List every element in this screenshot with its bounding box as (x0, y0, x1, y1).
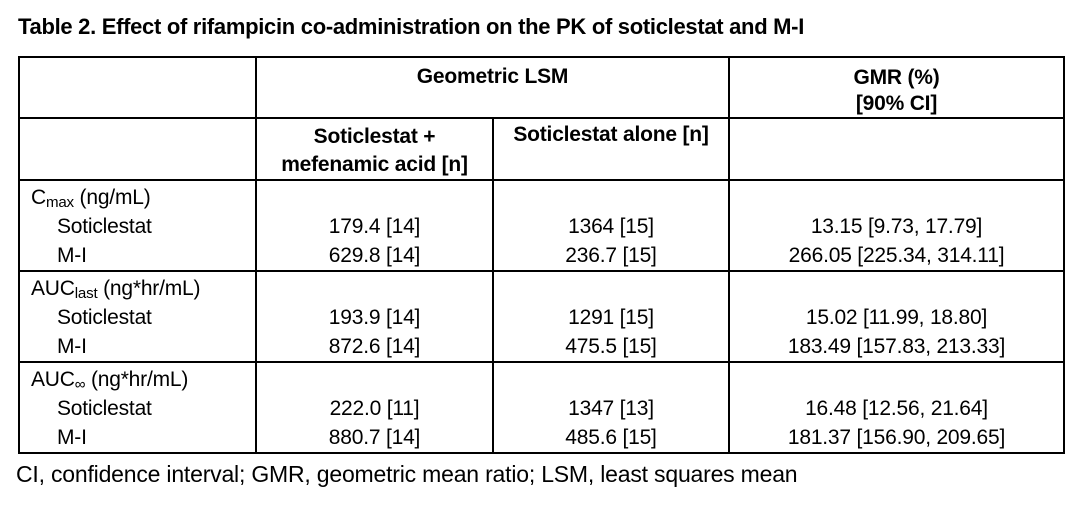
gmr-value-cell: 15.02 [11.99, 18.80] 183.49 [157.83, 213… (728, 270, 1065, 363)
alone-value: 1291 [15] (568, 306, 654, 329)
param-label-cell: AUClast (ng*hr/mL) Soticlestat M-I (18, 270, 257, 363)
alone-value: 1364 [15] (568, 215, 654, 238)
alone-value-cell: 1364 [15] 236.7 [15] (492, 179, 730, 272)
gmr-value: 181.37 [156.90, 209.65] (787, 426, 1006, 449)
analyte-label: M-I (57, 335, 87, 358)
header-treatment-alone: Soticlestat alone [n] (492, 117, 730, 181)
combo-value: 222.0 [11] (329, 397, 420, 420)
combo-value-cell: 179.4 [14] 629.8 [14] (255, 179, 494, 272)
header-blank-cell-2 (18, 117, 257, 181)
group-row-auclast: AUClast (ng*hr/mL) Soticlestat M-I 193.9… (18, 270, 1065, 363)
combo-value: 179.4 [14] (328, 215, 421, 238)
combo-value-cell: 222.0 [11] 880.7 [14] (255, 361, 494, 454)
group-row-cmax: Cmax (ng/mL) Soticlestat M-I 179.4 [14] … (18, 179, 1065, 272)
param-label-cell: AUC∞ (ng*hr/mL) Soticlestat M-I (18, 361, 257, 454)
alone-value: 475.5 [15] (565, 335, 657, 358)
table-caption: Table 2. Effect of rifampicin co-adminis… (18, 14, 805, 39)
page: Table 2. Effect of rifampicin co-adminis… (16, 14, 1065, 487)
header-treatment-combo-line2: mefenamic acid [n] (281, 153, 468, 176)
gmr-value: 266.05 [225.34, 314.11] (788, 244, 1005, 267)
alone-value: 485.6 [15] (565, 426, 657, 449)
combo-value: 872.6 [14] (328, 335, 421, 358)
header-gmr-line2: [90% CI] (855, 92, 938, 115)
gmr-value-cell: 13.15 [9.73, 17.79] 266.05 [225.34, 314.… (728, 179, 1065, 272)
alone-value-cell: 1291 [15] 475.5 [15] (492, 270, 730, 363)
param-unit: (ng/mL) (73, 186, 151, 209)
combo-value: 629.8 [14] (328, 244, 421, 267)
param-base: AUC (31, 277, 75, 300)
header-blank-cell (18, 56, 257, 119)
header-gmr: GMR (%) [90% CI] (728, 56, 1065, 119)
abbreviations-footnote: CI, confidence interval; GMR, geometric … (16, 461, 798, 487)
alone-value: 236.7 [15] (565, 244, 657, 267)
analyte-label: Soticlestat (57, 306, 152, 329)
header-row-1: Geometric LSM GMR (%) [90% CI] (18, 56, 1065, 119)
param-base: AUC (31, 368, 75, 391)
alone-value-cell: 1347 [13] 485.6 [15] (492, 361, 730, 454)
group-row-aucinf: AUC∞ (ng*hr/mL) Soticlestat M-I 222.0 [1… (18, 361, 1065, 454)
combo-value: 880.7 [14] (328, 426, 421, 449)
header-geometric-lsm: Geometric LSM (255, 56, 730, 119)
analyte-label: M-I (57, 244, 87, 267)
header-row-2: Soticlestat + mefenamic acid [n] Soticle… (18, 117, 1065, 181)
pk-table: Geometric LSM GMR (%) [90% CI] Soticlest… (18, 56, 1065, 454)
alone-value: 1347 [13] (568, 397, 654, 420)
param-subscript: max (45, 193, 74, 211)
header-gmr-blank-cell (728, 117, 1065, 181)
param-subscript: last (74, 284, 98, 302)
param-label: AUClast (ng*hr/mL) (20, 274, 255, 303)
param-base: C (31, 186, 46, 209)
param-label: Cmax (ng/mL) (20, 183, 255, 212)
param-unit: (ng*hr/mL) (97, 277, 201, 300)
param-label-cell: Cmax (ng/mL) Soticlestat M-I (18, 179, 257, 272)
gmr-value: 16.48 [12.56, 21.64] (805, 397, 988, 420)
combo-value: 193.9 [14] (328, 306, 421, 329)
param-label: AUC∞ (ng*hr/mL) (20, 365, 255, 394)
header-treatment-combo-line1: Soticlestat + (313, 125, 436, 148)
gmr-value: 13.15 [9.73, 17.79] (810, 215, 983, 238)
param-subscript: ∞ (74, 375, 86, 393)
analyte-label: M-I (57, 426, 87, 449)
combo-value-cell: 193.9 [14] 872.6 [14] (255, 270, 494, 363)
param-unit: (ng*hr/mL) (85, 368, 189, 391)
gmr-value: 183.49 [157.83, 213.33] (787, 335, 1006, 358)
analyte-label: Soticlestat (57, 215, 152, 238)
gmr-value: 15.02 [11.99, 18.80] (805, 306, 988, 329)
gmr-value-cell: 16.48 [12.56, 21.64] 181.37 [156.90, 209… (728, 361, 1065, 454)
header-treatment-combo: Soticlestat + mefenamic acid [n] (255, 117, 494, 181)
analyte-label: Soticlestat (57, 397, 152, 420)
header-gmr-line1: GMR (%) (853, 66, 940, 89)
